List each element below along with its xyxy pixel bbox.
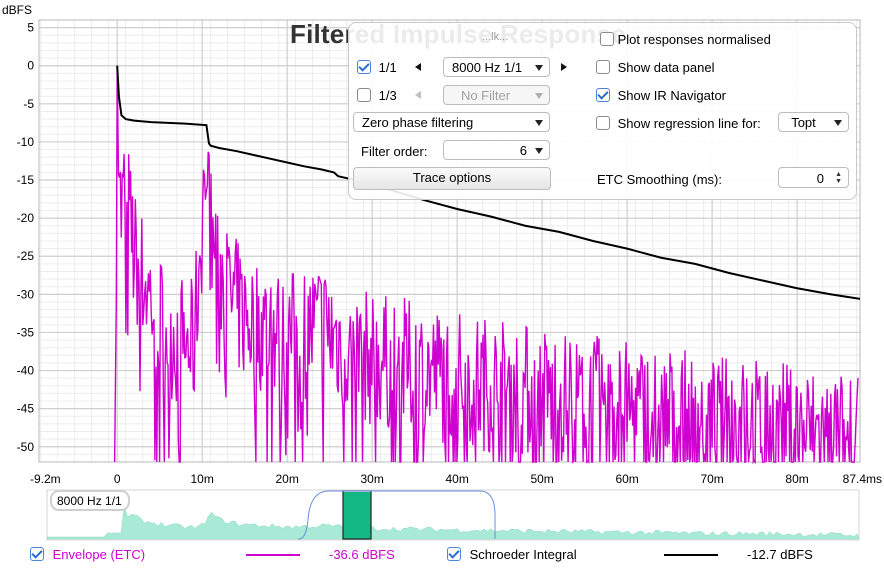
y-tick-label: -50 xyxy=(17,440,35,454)
ir-navigator[interactable] xyxy=(46,489,860,541)
navigator-window-curve xyxy=(297,490,496,540)
octave-1-3-row[interactable]: 1/3 xyxy=(357,88,397,103)
etc-smoothing-value: 0 xyxy=(816,171,824,186)
x-tick-label: 0 xyxy=(114,472,121,486)
show-data-panel-checkbox[interactable] xyxy=(596,60,610,74)
show-regression-row[interactable]: Show regression line for: xyxy=(596,116,761,131)
overlay-text-fragment: ...lk... xyxy=(482,31,509,43)
envelope-legend-value: -36.6 dBFS xyxy=(329,547,395,562)
show-ir-navigator-checkbox[interactable] xyxy=(596,88,610,102)
octave-1-3-filter-select: No Filter xyxy=(443,85,550,105)
trace-options-button[interactable]: Trace options xyxy=(353,167,551,190)
filtering-mode-select[interactable]: Zero phase filtering xyxy=(353,112,550,132)
schroeder-integral-line xyxy=(116,65,861,300)
octave-1-1-checkbox[interactable] xyxy=(357,60,371,74)
x-tick-label: 70m xyxy=(700,472,723,486)
show-ir-navigator-row[interactable]: Show IR Navigator xyxy=(596,88,726,103)
navigator-selected-window[interactable] xyxy=(343,492,371,539)
schroeder-legend-checkbox[interactable] xyxy=(447,547,461,561)
regression-target-value: Topt xyxy=(791,115,816,130)
octave-1-1-row[interactable]: 1/1 xyxy=(357,60,397,75)
chevron-down-icon xyxy=(834,120,842,126)
chevron-down-icon xyxy=(535,93,543,99)
navigator-filter-label: 8000 Hz 1/1 xyxy=(50,490,130,511)
chevron-down-icon xyxy=(535,120,543,126)
chevron-down-icon xyxy=(535,148,543,154)
x-tick-label: 30m xyxy=(360,472,383,486)
octave-1-1-prev-arrow[interactable] xyxy=(415,63,421,71)
plot-frame xyxy=(38,19,861,463)
x-tick-label: 60m xyxy=(615,472,638,486)
octave-1-1-label: 1/1 xyxy=(378,60,397,75)
chevron-down-icon xyxy=(535,65,543,71)
y-tick-label: -35 xyxy=(17,325,35,339)
envelope-legend-label: Envelope (ETC) xyxy=(52,547,146,562)
x-tick-label: 87.4ms xyxy=(843,472,882,486)
octave-1-1-filter-select[interactable]: 8000 Hz 1/1 xyxy=(443,57,550,77)
x-tick-label: 10m xyxy=(191,472,214,486)
x-tick-labels: -9.2m 0 10m 20m 30m 40m 50m 60m 70m 80m 87.4ms xyxy=(30,472,882,486)
etc-smoothing-input[interactable]: 0 ▲ ▼ xyxy=(778,167,849,188)
show-ir-navigator-label: Show IR Navigator xyxy=(617,88,727,103)
x-tick-label: -9.2m xyxy=(30,472,61,486)
stepper-arrows-icon[interactable]: ▲ ▼ xyxy=(835,171,842,185)
octave-1-3-checkbox[interactable] xyxy=(357,88,371,102)
filter-order-select[interactable]: 6 xyxy=(443,140,550,160)
y-tick-label: 5 xyxy=(27,21,34,35)
show-data-panel-label: Show data panel xyxy=(617,60,715,75)
y-axis-label: dBFS xyxy=(2,3,32,17)
x-tick-label: 50m xyxy=(530,472,553,486)
plot-normalised-label: Plot responses normalised xyxy=(617,32,771,47)
envelope-etc-line xyxy=(113,65,859,465)
octave-1-1-next-arrow[interactable] xyxy=(561,63,567,71)
plot-normalised-checkbox[interactable] xyxy=(600,32,614,46)
x-tick-label: 40m xyxy=(445,472,468,486)
y-tick-label: 0 xyxy=(27,59,34,73)
schroeder-legend-label: Schroeder Integral xyxy=(469,547,577,562)
y-tick-label: -25 xyxy=(17,249,35,263)
show-regression-label: Show regression line for: xyxy=(617,116,761,131)
y-tick-label: -10 xyxy=(17,135,35,149)
envelope-legend[interactable]: Envelope (ETC) xyxy=(30,547,145,562)
envelope-legend-checkbox[interactable] xyxy=(30,547,44,561)
show-regression-checkbox[interactable] xyxy=(596,116,610,130)
schroeder-legend-value: -12.7 dBFS xyxy=(747,547,813,562)
x-tick-label: 80m xyxy=(785,472,808,486)
y-tick-label: -45 xyxy=(17,402,35,416)
y-tick-label: -20 xyxy=(17,211,35,225)
octave-1-3-filter-value: No Filter xyxy=(460,88,511,103)
schroeder-legend[interactable]: Schroeder Integral xyxy=(447,547,577,562)
navigator-envelope xyxy=(46,506,860,540)
y-tick-label: -5 xyxy=(23,97,34,111)
regression-target-select[interactable]: Topt xyxy=(778,112,849,132)
y-tick-labels: 5 0 -5 -10 -15 -20 -25 -30 -35 -40 -45 -50 xyxy=(17,21,35,454)
show-data-panel-row[interactable]: Show data panel xyxy=(596,60,714,75)
filter-order-label: Filter order: xyxy=(361,144,428,159)
octave-1-3-label: 1/3 xyxy=(378,88,397,103)
y-tick-label: -15 xyxy=(17,173,35,187)
plot-normalised-row[interactable]: Plot responses normalised xyxy=(600,32,771,47)
octave-1-1-filter-value: 8000 Hz 1/1 xyxy=(452,60,523,75)
y-tick-label: -40 xyxy=(17,364,35,378)
octave-1-3-prev-arrow xyxy=(415,91,421,99)
filter-order-value: 6 xyxy=(519,143,527,158)
filtering-mode-value: Zero phase filtering xyxy=(362,115,474,130)
x-tick-label: 20m xyxy=(275,472,298,486)
etc-smoothing-label: ETC Smoothing (ms): xyxy=(597,172,722,187)
y-tick-label: -30 xyxy=(17,287,35,301)
